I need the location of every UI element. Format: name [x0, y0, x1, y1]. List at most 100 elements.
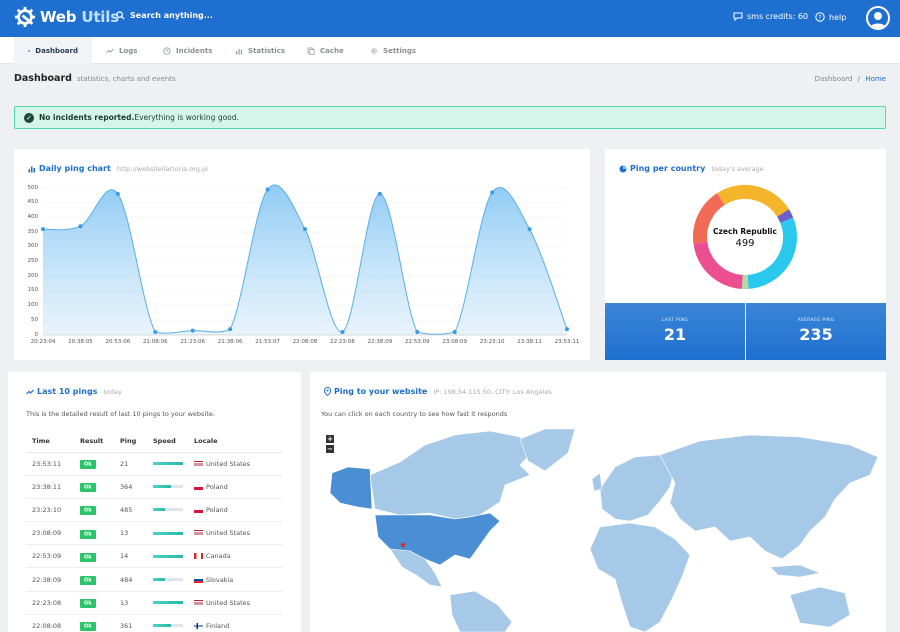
- y-tick-label: 400: [27, 213, 39, 220]
- cell-ping: 14: [114, 544, 147, 569]
- page-title: Dashboard: [14, 73, 72, 84]
- speed-bar: [153, 531, 183, 535]
- average-ping-stat: AVERAGE PING 235: [746, 303, 886, 360]
- data-point[interactable]: [303, 227, 307, 232]
- zoom-out-button[interactable]: −: [326, 445, 334, 453]
- tab-statistics[interactable]: Statistics: [221, 37, 299, 64]
- speed-bar-fill: [153, 531, 183, 535]
- data-point[interactable]: [41, 227, 45, 232]
- table-row[interactable]: 23:23:10 Ok 485 Poland: [26, 498, 283, 523]
- map-uk[interactable]: [591, 472, 603, 492]
- y-tick-label: 150: [27, 287, 39, 294]
- status-alert: ✓ No incidents reported. Everything is wo…: [14, 106, 886, 129]
- map-country-canada[interactable]: [369, 430, 536, 520]
- last-pings-title: Last 10 pings: [37, 387, 98, 396]
- breadcrumb-home[interactable]: Home: [865, 75, 886, 83]
- table-row[interactable]: 23:38:11 Ok 364 Poland: [26, 475, 283, 499]
- cell-ping: 21: [114, 452, 147, 476]
- data-point[interactable]: [115, 191, 120, 196]
- page-header: Dashboard statistics, charts and events: [14, 73, 176, 84]
- ping-per-country-card: Ping per country today's average Czech R…: [605, 149, 886, 303]
- country-subtitle: today's average: [711, 164, 764, 173]
- help-link[interactable]: ? help: [815, 12, 846, 22]
- table-row[interactable]: 23:53:11 Ok 21 United States: [26, 452, 283, 476]
- data-point[interactable]: [153, 330, 158, 335]
- cell-time: 22:23:08: [26, 591, 74, 615]
- y-tick-label: 350: [27, 228, 39, 235]
- map-africa[interactable]: [589, 522, 691, 632]
- top-bar: Web Utils Search anything... sms credits…: [0, 0, 900, 37]
- map-asia[interactable]: [659, 434, 879, 560]
- world-map[interactable]: [330, 427, 886, 632]
- tab-dashboard[interactable]: Dashboard: [14, 37, 92, 64]
- table-row[interactable]: 22:38:09 Ok 484 Slovakia: [26, 567, 283, 592]
- breadcrumb-dashboard[interactable]: Dashboard: [814, 75, 853, 83]
- avatar[interactable]: [866, 6, 890, 30]
- data-point[interactable]: [565, 327, 569, 332]
- tab-logs[interactable]: Logs: [92, 37, 151, 64]
- cell-result: Ok: [74, 591, 114, 615]
- map-country-mexico[interactable]: [389, 548, 443, 588]
- cell-time: 23:53:11: [26, 452, 74, 476]
- gear-logo-icon: [14, 6, 36, 28]
- sms-credits[interactable]: sms credits: 60: [733, 12, 808, 21]
- cell-locale: Canada: [188, 544, 283, 569]
- data-point[interactable]: [340, 330, 345, 335]
- cell-result: Ok: [74, 521, 114, 546]
- status-badge: Ok: [80, 599, 96, 609]
- table-row[interactable]: 23:08:09 Ok 13 United States: [26, 521, 283, 546]
- map-country-usa[interactable]: [374, 512, 501, 566]
- donut-slice[interactable]: [690, 182, 800, 292]
- x-tick-label: 21:53:07: [255, 339, 280, 345]
- last-ping-stat: LAST PING 21: [605, 303, 745, 360]
- tab-incidents[interactable]: Incidents: [149, 37, 226, 64]
- data-point[interactable]: [265, 187, 270, 192]
- data-point[interactable]: [490, 190, 495, 195]
- search-box[interactable]: Search anything...: [116, 11, 213, 20]
- speed-bar: [153, 554, 183, 558]
- search-label: Search anything...: [130, 11, 213, 20]
- location-marker[interactable]: [400, 542, 406, 548]
- y-tick-label: 450: [27, 199, 39, 206]
- data-point[interactable]: [78, 224, 83, 229]
- map-australia[interactable]: [789, 586, 851, 628]
- map-country-alaska[interactable]: [330, 466, 373, 510]
- data-point[interactable]: [415, 330, 420, 335]
- cell-result: Ok: [74, 498, 114, 523]
- speed-bar-fill: [153, 578, 165, 582]
- locale-label: Slovakia: [206, 575, 234, 584]
- donut-slice[interactable]: [690, 182, 800, 292]
- cell-time: 23:08:09: [26, 521, 74, 546]
- data-point[interactable]: [452, 330, 457, 335]
- cell-ping: 485: [114, 498, 147, 523]
- data-point[interactable]: [377, 191, 382, 196]
- cell-speed: [147, 544, 188, 569]
- cell-locale: Poland: [188, 475, 283, 499]
- data-point[interactable]: [228, 327, 233, 332]
- map-europe[interactable]: [599, 454, 676, 522]
- cell-speed: [147, 614, 188, 632]
- tab-cache[interactable]: Cache: [293, 37, 358, 64]
- y-tick-label: 50: [31, 316, 38, 323]
- table-row[interactable]: 22:23:08 Ok 13 United States: [26, 591, 283, 615]
- logo-text: Web Utils: [40, 8, 119, 26]
- logo[interactable]: Web Utils: [14, 6, 119, 28]
- map-indonesia[interactable]: [769, 564, 822, 578]
- locale-label: Canada: [206, 552, 231, 561]
- data-point[interactable]: [190, 328, 195, 333]
- table-row[interactable]: 22:08:08 Ok 361 Finland: [26, 614, 283, 632]
- donut-slice[interactable]: [690, 182, 800, 292]
- check-circle-icon: ✓: [24, 112, 34, 123]
- gear-icon: [371, 47, 377, 54]
- table-row[interactable]: 22:53:09 Ok 14 Canada: [26, 544, 283, 569]
- breadcrumb: Dashboard / Home: [815, 75, 886, 83]
- map-south-america[interactable]: [449, 590, 513, 632]
- tab-settings[interactable]: Settings: [356, 37, 430, 64]
- zoom-in-button[interactable]: +: [326, 435, 334, 443]
- country-donut-chart[interactable]: [690, 182, 800, 292]
- stats-icon: [236, 48, 243, 54]
- average-ping-value: 235: [799, 325, 833, 344]
- map-greenland[interactable]: [519, 428, 576, 472]
- data-point[interactable]: [527, 227, 532, 232]
- average-ping-label: AVERAGE PING: [797, 318, 835, 323]
